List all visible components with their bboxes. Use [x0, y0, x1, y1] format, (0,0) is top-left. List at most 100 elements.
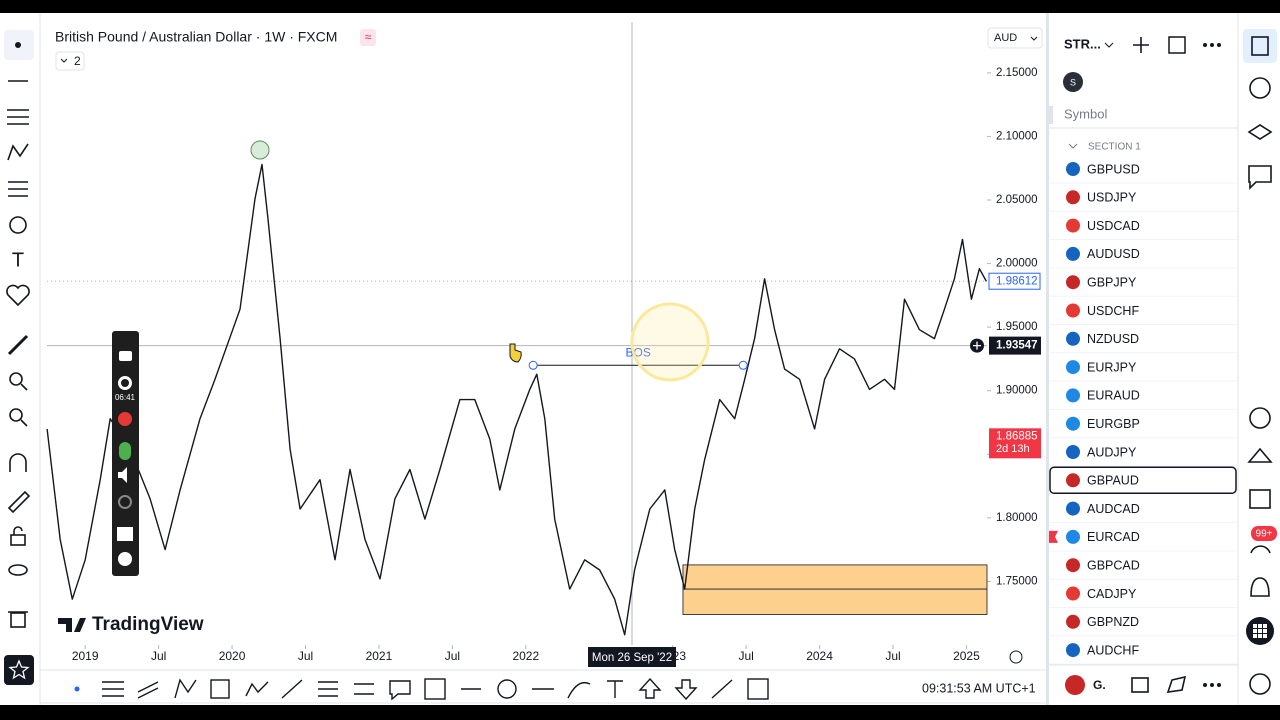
bos-handle[interactable]	[738, 360, 748, 370]
watchlist-layout[interactable]	[1168, 36, 1186, 54]
bt-pattern[interactable]	[174, 678, 197, 699]
symbol-name[interactable]: EURGBP	[1087, 417, 1140, 431]
tool-lines[interactable]	[7, 109, 29, 125]
symbol-name[interactable]: EURCAD	[1087, 530, 1140, 544]
ri-target[interactable]	[1249, 407, 1271, 429]
recorder-pause[interactable]	[118, 412, 132, 426]
bt-text[interactable]	[607, 680, 623, 698]
symbol-flag	[1066, 614, 1080, 629]
alert-tag	[989, 428, 1041, 459]
symbol-name[interactable]: GBPNZD	[1087, 615, 1139, 629]
ri-chat[interactable]	[1248, 165, 1272, 190]
tool-delete[interactable]	[8, 611, 28, 628]
indicator-toggle[interactable]	[55, 51, 85, 71]
symbol-name[interactable]: CADJPY	[1087, 587, 1137, 601]
ri-stream[interactable]	[1250, 545, 1271, 554]
pf-layout[interactable]	[1131, 677, 1149, 693]
symbol-name[interactable]: GBPUSD	[1087, 162, 1140, 176]
bt-dot[interactable]	[74, 686, 80, 692]
column-marker	[1049, 106, 1053, 124]
bt-gann[interactable]	[354, 683, 374, 695]
bt-channel[interactable]	[137, 681, 159, 699]
recorder-window[interactable]	[117, 527, 133, 541]
symbol-row-selected[interactable]	[1049, 466, 1237, 495]
ri-layers[interactable]	[1247, 124, 1273, 140]
ri-calendar[interactable]	[1249, 489, 1271, 509]
recorder-volume[interactable]	[118, 467, 127, 483]
tool-lock[interactable]	[10, 526, 26, 546]
axis-settings[interactable]	[1009, 650, 1023, 664]
tool-text[interactable]: T	[12, 249, 24, 271]
tool-zoom-in[interactable]	[9, 372, 28, 391]
tool-visibility[interactable]	[8, 564, 28, 576]
tool-pattern[interactable]	[7, 143, 29, 161]
pf-more[interactable]	[1203, 683, 1221, 687]
tool-shapes[interactable]	[9, 216, 27, 234]
recorder-camera[interactable]	[119, 351, 132, 361]
symbol-name[interactable]: GBPCAD	[1087, 558, 1140, 572]
ri-alerts[interactable]	[1249, 77, 1271, 99]
x-tick-label: Jul	[738, 649, 753, 663]
symbol-name[interactable]: USDCHF	[1087, 304, 1139, 318]
bt-measure[interactable]	[424, 678, 446, 700]
bt-lines[interactable]	[102, 681, 124, 697]
symbol-name[interactable]: EURJPY	[1087, 360, 1137, 374]
bt-line[interactable]	[281, 679, 303, 699]
symbol-name[interactable]: AUDJPY	[1087, 445, 1137, 459]
layout-flag[interactable]	[1065, 675, 1085, 695]
bt-pen[interactable]	[711, 679, 733, 699]
symbol-name[interactable]: NZDUSD	[1087, 332, 1139, 346]
ri-watchlist[interactable]	[1251, 36, 1269, 56]
symbol-name[interactable]: AUDCHF	[1087, 643, 1139, 657]
ri-notifications[interactable]	[1250, 577, 1270, 597]
symbol-name[interactable]: USDJPY	[1087, 191, 1137, 205]
bt-arrow-down[interactable]	[674, 679, 698, 701]
crosshair-price-label: 1.93547	[996, 340, 1038, 352]
symbol-flag	[1066, 416, 1080, 431]
bt-brush[interactable]	[567, 681, 591, 699]
tool-fib[interactable]	[8, 181, 28, 197]
symbol-name[interactable]: GBPAUD	[1087, 474, 1139, 488]
bt-grid[interactable]	[747, 678, 769, 700]
bt-circle[interactable]	[497, 679, 517, 699]
bt-comment[interactable]	[389, 680, 411, 701]
watchlist-panel: STR... S Symbol SECTION 1 GBPUSD USDJPY US…	[1049, 36, 1238, 665]
symbol-flag	[1066, 643, 1080, 658]
recorder-webcam[interactable]	[118, 495, 132, 509]
symbol-name[interactable]: AUDCAD	[1087, 502, 1140, 516]
pf-edit[interactable]	[1166, 675, 1187, 693]
x-tick-label: 2020	[219, 649, 246, 663]
apps-grid	[1253, 624, 1267, 638]
bt-path[interactable]	[245, 681, 269, 697]
bt-arrow-up[interactable]	[638, 677, 662, 699]
tool-watchlist-star[interactable]	[4, 655, 34, 685]
add-symbol[interactable]	[1133, 37, 1149, 53]
tool-ruler[interactable]	[7, 334, 29, 356]
symbol-name[interactable]: EURAUD	[1087, 389, 1140, 403]
symbol-name[interactable]: USDCAD	[1087, 219, 1140, 233]
recorder-settings[interactable]	[118, 552, 132, 566]
bt-fib[interactable]	[318, 681, 338, 697]
recorder-mic[interactable]	[119, 442, 131, 460]
bos-handle[interactable]	[528, 360, 538, 370]
symbol-name[interactable]: AUDUSD	[1087, 247, 1140, 261]
currency-select[interactable]	[987, 27, 1043, 49]
bt-rect[interactable]	[210, 679, 230, 699]
symbol-flag	[1066, 388, 1080, 403]
ri-help[interactable]	[1249, 673, 1271, 695]
tool-magnet[interactable]	[9, 453, 27, 472]
recorder-record-dot	[121, 379, 129, 387]
section-title: SECTION 1	[1088, 142, 1141, 153]
watchlist-more[interactable]	[1203, 43, 1221, 47]
tool-favorites[interactable]	[6, 284, 30, 307]
crosshair-date: Mon 26 Sep '22	[592, 652, 672, 664]
x-tick-label: 2025	[953, 649, 980, 663]
crosshair-date-tag	[588, 647, 676, 667]
tool-cursor-icon	[15, 42, 21, 48]
tool-zoom-out[interactable]	[9, 408, 28, 427]
symbol-name[interactable]: GBPJPY	[1087, 275, 1137, 289]
avatar[interactable]	[1063, 72, 1083, 92]
ri-ideas[interactable]	[1247, 447, 1273, 463]
watchlist-name[interactable]: STR...	[1064, 36, 1101, 51]
tool-lock-draw[interactable]	[7, 490, 31, 514]
